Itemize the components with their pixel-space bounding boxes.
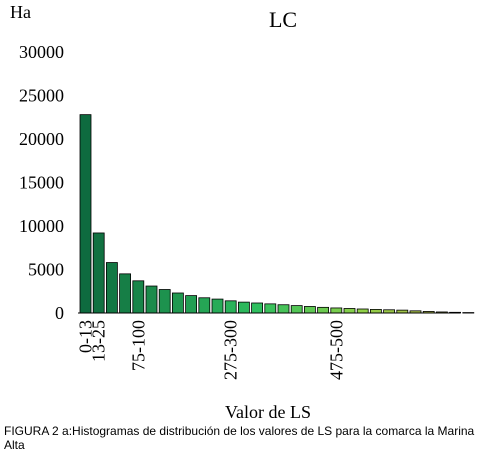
bar — [224, 300, 237, 314]
bar — [356, 308, 369, 314]
bar — [132, 280, 145, 314]
y-tick-label: 20000 — [19, 129, 64, 149]
chart-title: LC — [269, 7, 297, 32]
bar — [185, 295, 198, 314]
bar — [264, 303, 277, 314]
bar — [92, 232, 105, 314]
bar — [145, 285, 158, 314]
bar — [317, 306, 330, 314]
bar — [303, 306, 316, 314]
bar — [198, 297, 211, 314]
bar — [237, 301, 250, 314]
x-tick-label: 13-25 — [89, 320, 109, 362]
bar — [369, 309, 382, 314]
figure-caption: FIGURA 2 a:Histogramas de distribución d… — [4, 424, 475, 452]
y-tick-label: 25000 — [19, 86, 64, 106]
bar — [211, 298, 224, 314]
x-tick-label: 75-100 — [128, 320, 148, 371]
bars — [79, 114, 475, 314]
x-tick-label: 0-13 — [76, 320, 96, 353]
bar — [119, 273, 131, 314]
bar — [330, 307, 343, 314]
y-tick-label: 15000 — [19, 173, 64, 193]
bar — [106, 262, 118, 314]
y-tick-label: 0 — [55, 303, 64, 323]
y-tick-label: 10000 — [19, 216, 64, 236]
y-axis-label: Ha — [10, 2, 31, 22]
bar — [462, 312, 475, 314]
bar — [343, 308, 356, 314]
x-tick-label: 275-300 — [221, 320, 241, 380]
y-tick-label: 30000 — [19, 42, 64, 62]
y-tick-labels: 0 5000 10000 15000 20000 25000 30000 — [19, 42, 64, 323]
bar — [251, 302, 264, 314]
bar — [158, 289, 171, 314]
x-tick-label: 475-500 — [326, 320, 346, 380]
bar — [79, 114, 92, 314]
y-tick-label: 5000 — [28, 260, 64, 280]
histogram-chart: Ha LC 0 5000 10000 15000 20000 25000 30000 0-1… — [10, 2, 475, 420]
bar — [290, 305, 303, 314]
x-axis-label: Valor de LS — [225, 402, 311, 420]
bar — [171, 292, 184, 314]
bar — [277, 304, 290, 314]
